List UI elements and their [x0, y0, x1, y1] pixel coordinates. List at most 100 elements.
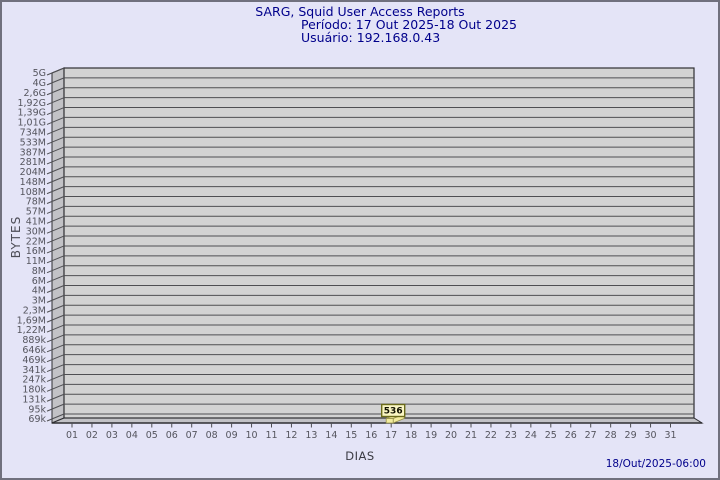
y-tick-mark: [46, 77, 65, 86]
y-tick-label: 57M: [26, 207, 46, 218]
y-tick-mark: [46, 116, 65, 125]
y-tick-mark: [46, 324, 65, 333]
y-tick-label: 95k: [28, 404, 46, 415]
generation-timestamp: 18/Out/2025-06:00: [605, 458, 706, 470]
y-tick-label: 16M: [26, 246, 46, 257]
x-tick-label: 06: [166, 430, 178, 441]
x-tick-label: 11: [265, 430, 277, 441]
y-tick-label: 533M: [20, 137, 46, 148]
y-tick-mark: [46, 166, 65, 175]
y-tick-mark: [46, 314, 65, 323]
y-tick-mark: [46, 373, 65, 382]
x-tick-label: 10: [246, 430, 258, 441]
bar-value-tooltip: [381, 403, 406, 418]
x-tick-label: 05: [146, 430, 158, 441]
x-tick-label: 02: [86, 430, 98, 441]
y-tick-mark: [46, 285, 65, 293]
y-tick-mark: [46, 393, 65, 402]
x-axis-title: DIAS: [345, 449, 375, 463]
x-tick-label: 24: [525, 430, 537, 441]
bar-value-label: 536: [384, 407, 403, 417]
y-tick-mark: [46, 294, 65, 303]
y-tick-label: 281M: [20, 157, 46, 168]
x-tick-label: 19: [425, 430, 437, 441]
y-tick-label: 1,01G: [17, 118, 46, 129]
y-tick-label: 108M: [20, 187, 46, 198]
y-tick-mark: [46, 235, 65, 244]
y-tick-mark: [46, 205, 65, 214]
x-tick-label: 25: [545, 430, 557, 441]
x-tick-label: 17: [385, 430, 397, 441]
y-tick-mark: [46, 275, 65, 284]
x-tick-label: 27: [585, 430, 597, 441]
x-tick-label: 28: [605, 430, 617, 441]
y-tick-label: 2,3M: [23, 305, 46, 316]
x-tick-label: 04: [126, 430, 138, 441]
y-tick-mark: [46, 225, 65, 234]
y-tick-mark: [46, 413, 65, 422]
bar: [385, 418, 394, 424]
report-user: Usuário: 192.168.0.43: [301, 30, 441, 45]
y-tick-label: 22M: [26, 236, 46, 247]
y-tick-label: 78M: [26, 197, 46, 208]
y-tick-label: 4G: [33, 78, 46, 89]
y-tick-mark: [46, 354, 65, 363]
y-tick-label: 11M: [26, 256, 46, 267]
x-tick-label: 08: [206, 430, 218, 441]
y-tick-mark: [46, 403, 65, 412]
y-tick-mark: [46, 304, 65, 313]
y-tick-label: 148M: [20, 177, 46, 188]
x-tick-label: 20: [445, 430, 457, 441]
report-period: Período: 17 Out 2025-18 Out 2025: [301, 17, 517, 32]
y-tick-label: 1,39G: [17, 108, 46, 119]
y-tick-mark: [46, 344, 65, 353]
y-tick-mark: [46, 265, 65, 274]
y-tick-mark: [46, 107, 65, 116]
x-tick-label: 21: [465, 430, 477, 441]
y-tick-label: 69k: [28, 414, 46, 425]
y-tick-label: 5G: [33, 68, 46, 79]
y-tick-mark: [46, 87, 65, 96]
x-tick-label: 31: [664, 430, 676, 441]
plot-area: [63, 67, 695, 419]
y-tick-mark: [46, 156, 65, 165]
y-tick-label: 469k: [22, 355, 46, 366]
y-tick-mark: [46, 126, 65, 135]
report-title: SARG, Squid User Access Reports: [255, 4, 465, 19]
x-tick-label: 22: [485, 430, 497, 441]
y-tick-label: 2,6G: [24, 88, 46, 99]
x-tick-label: 03: [106, 430, 118, 441]
y-tick-label: 3M: [32, 296, 46, 307]
y-tick-label: 341k: [22, 365, 46, 376]
y-tick-label: 131k: [22, 394, 46, 405]
x-tick-label: 16: [365, 430, 377, 441]
y-tick-label: 247k: [22, 375, 46, 386]
y-tick-label: 1,92G: [17, 98, 46, 109]
x-tick-label: 29: [625, 430, 637, 441]
x-tick-label: 14: [325, 430, 337, 441]
x-tick-label: 15: [345, 430, 357, 441]
y-tick-mark: [46, 245, 65, 254]
y-tick-label: 387M: [20, 147, 46, 158]
x-tick-label: 07: [186, 430, 198, 441]
y-axis-title: BYTES: [9, 215, 23, 259]
y-tick-label: 646k: [22, 345, 46, 356]
x-tick-label: 01: [66, 430, 78, 441]
y-tick-mark: [46, 196, 65, 204]
y-tick-label: 6M: [32, 276, 46, 287]
y-tick-mark: [46, 67, 65, 76]
y-tick-mark: [46, 97, 65, 106]
y-tick-label: 204M: [20, 167, 46, 178]
y-tick-mark: [46, 255, 65, 264]
y-tick-mark: [46, 215, 65, 224]
x-tick-label: 26: [565, 430, 577, 441]
y-tick-mark: [46, 136, 65, 145]
x-tick-label: 30: [645, 430, 657, 441]
y-tick-label: 30M: [26, 226, 46, 237]
x-tick-label: 18: [405, 430, 417, 441]
y-tick-mark: [46, 186, 65, 195]
y-tick-label: 1,22M: [17, 325, 46, 336]
y-tick-mark: [46, 383, 65, 392]
y-tick-label: 180k: [22, 385, 46, 396]
